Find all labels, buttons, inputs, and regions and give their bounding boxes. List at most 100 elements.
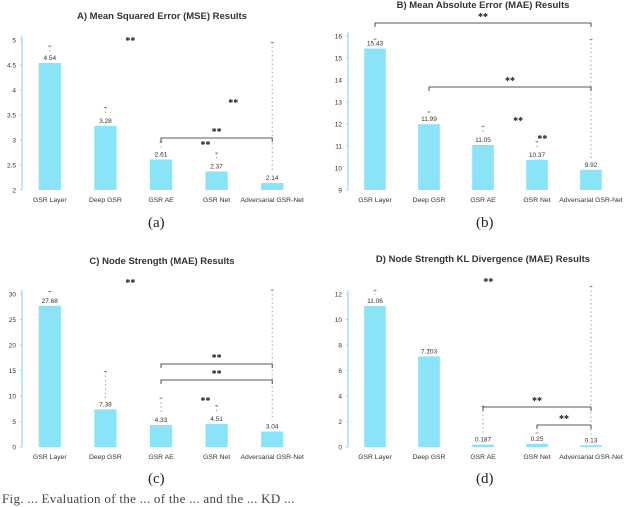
significance-stars: ** (505, 76, 515, 87)
bar-value-label: 10.37 (529, 152, 546, 159)
y-tick-label: 4 (12, 88, 16, 95)
caption-c: (c) (148, 471, 165, 487)
bar (38, 305, 61, 447)
y-tick-label: 25 (9, 317, 17, 324)
x-tick-label: Deep GSR (89, 197, 122, 204)
bar-value-label: 0.187 (475, 437, 492, 444)
x-tick-label: GSR Net (203, 197, 230, 204)
significance-stars: ** (483, 277, 493, 288)
x-tick-label: GSR AE (148, 454, 174, 461)
x-tick-label: GSR AE (470, 197, 496, 204)
y-tick-label: 2.5 (7, 163, 16, 170)
bar-value-label: 7.103 (421, 348, 438, 355)
bar-value-label: 2.14 (266, 175, 279, 182)
bar (261, 183, 284, 190)
bar-value-label: 15.43 (367, 41, 384, 48)
y-tick-label: 4.5 (7, 63, 16, 70)
bar-value-label: 4.33 (155, 417, 168, 424)
x-tick-label: Adversarial GSR-Net (559, 197, 623, 204)
bar-value-label: 2.37 (210, 164, 223, 171)
significance-stars: ** (125, 36, 135, 47)
chart-panel-4: D) Node Strength KL Divergence (MAE) Res… (335, 254, 623, 461)
x-tick-label: GSR Net (523, 454, 550, 461)
bar-value-label: 4.54 (43, 55, 56, 62)
chart-title: B) Mean Absolute Error (MAE) Results (397, 0, 570, 11)
caption-d: (d) (476, 471, 494, 487)
x-tick-label: GSR Layer (33, 454, 67, 461)
significance-stars: ** (537, 134, 547, 145)
significance-bracket (428, 86, 592, 91)
y-tick-label: 8 (338, 343, 342, 350)
significance-stars: ** (559, 414, 569, 425)
y-tick-label: 11 (335, 144, 342, 151)
chart-panel-3: C) Node Strength (MAE) Results 0 5 10 15 20 25… (9, 256, 304, 461)
y-tick-label: 13 (335, 100, 343, 107)
bar (205, 423, 228, 447)
x-tick-label: Deep GSR (413, 197, 446, 204)
y-tick-label: 4 (338, 394, 342, 401)
x-tick-label: GSR Layer (358, 197, 392, 204)
bar (205, 171, 228, 190)
significance-bracket (160, 363, 273, 368)
y-tick-label: 14 (335, 78, 343, 85)
y-tick-label: 3 (12, 138, 16, 145)
x-tick-label: GSR Layer (33, 197, 67, 204)
y-tick-label: 9 (338, 188, 342, 195)
bar-value-label: 11.06 (367, 298, 383, 305)
y-tick-label: 30 (9, 292, 17, 299)
significance-stars: ** (513, 116, 523, 127)
y-tick-label: 15 (9, 368, 17, 375)
bar (261, 431, 284, 447)
y-tick-label: 12 (335, 292, 343, 299)
bar-value-label: 11.05 (475, 137, 491, 144)
figure-caption-text: Fig. ... Evaluation of the ... of the ..… (2, 491, 295, 506)
significance-bracket (482, 406, 592, 411)
significance-stars: ** (212, 369, 222, 380)
bar-value-label: 0.13 (585, 437, 598, 444)
bar-value-label: 27.68 (42, 298, 59, 305)
x-tick-label: GSR Layer (358, 454, 392, 461)
chart-panel-1: A) Mean Squared Error (MSE) Results 2 2.5 3… (7, 11, 304, 204)
y-tick-label: 16 (335, 34, 343, 41)
bar (580, 445, 602, 447)
y-tick-label: 20 (9, 343, 17, 350)
bar-value-label: 3.28 (99, 118, 112, 125)
y-tick-label: 12 (335, 122, 343, 129)
significance-bracket (536, 424, 592, 429)
significance-stars: ** (212, 127, 222, 138)
bar (94, 126, 117, 190)
significance-stars: ** (200, 396, 210, 407)
bar (364, 48, 386, 190)
bar-value-label: 4.51 (210, 416, 223, 423)
significance-stars: ** (212, 353, 222, 364)
chart-title: C) Node Strength (MAE) Results (89, 256, 234, 267)
significance-stars: ** (532, 396, 542, 407)
caption-b: (b) (476, 215, 494, 231)
significance-stars: ** (125, 278, 135, 289)
x-tick-label: GSR Net (203, 454, 230, 461)
bar (472, 444, 494, 447)
x-tick-label: Deep GSR (89, 454, 122, 461)
x-tick-label: GSR AE (470, 454, 496, 461)
bar (472, 144, 494, 190)
bar-value-label: 7.38 (99, 401, 112, 408)
significance-stars: ** (200, 140, 210, 151)
bar-value-label: 0.25 (531, 436, 544, 443)
y-tick-label: 0 (338, 445, 342, 452)
y-tick-label: 2 (338, 419, 342, 426)
y-tick-label: 10 (9, 394, 17, 401)
bar (418, 356, 440, 447)
x-tick-label: GSR Net (523, 197, 550, 204)
x-tick-label: GSR AE (148, 197, 174, 204)
y-tick-label: 0 (12, 445, 16, 452)
significance-bracket (160, 379, 273, 384)
bar (526, 443, 548, 447)
bar (418, 124, 440, 190)
significance-bracket (374, 22, 592, 27)
significance-stars: ** (228, 98, 238, 109)
y-tick-label: 2 (12, 188, 16, 195)
y-tick-label: 10 (335, 166, 343, 173)
chart-title: D) Node Strength KL Divergence (MAE) Res… (376, 254, 590, 265)
y-tick-label: 5 (12, 419, 16, 426)
